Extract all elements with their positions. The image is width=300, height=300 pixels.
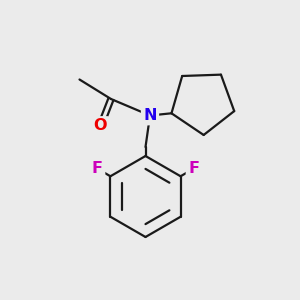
- Text: F: F: [188, 161, 199, 176]
- Text: N: N: [143, 108, 157, 123]
- Text: O: O: [94, 118, 107, 134]
- Text: F: F: [92, 161, 103, 176]
